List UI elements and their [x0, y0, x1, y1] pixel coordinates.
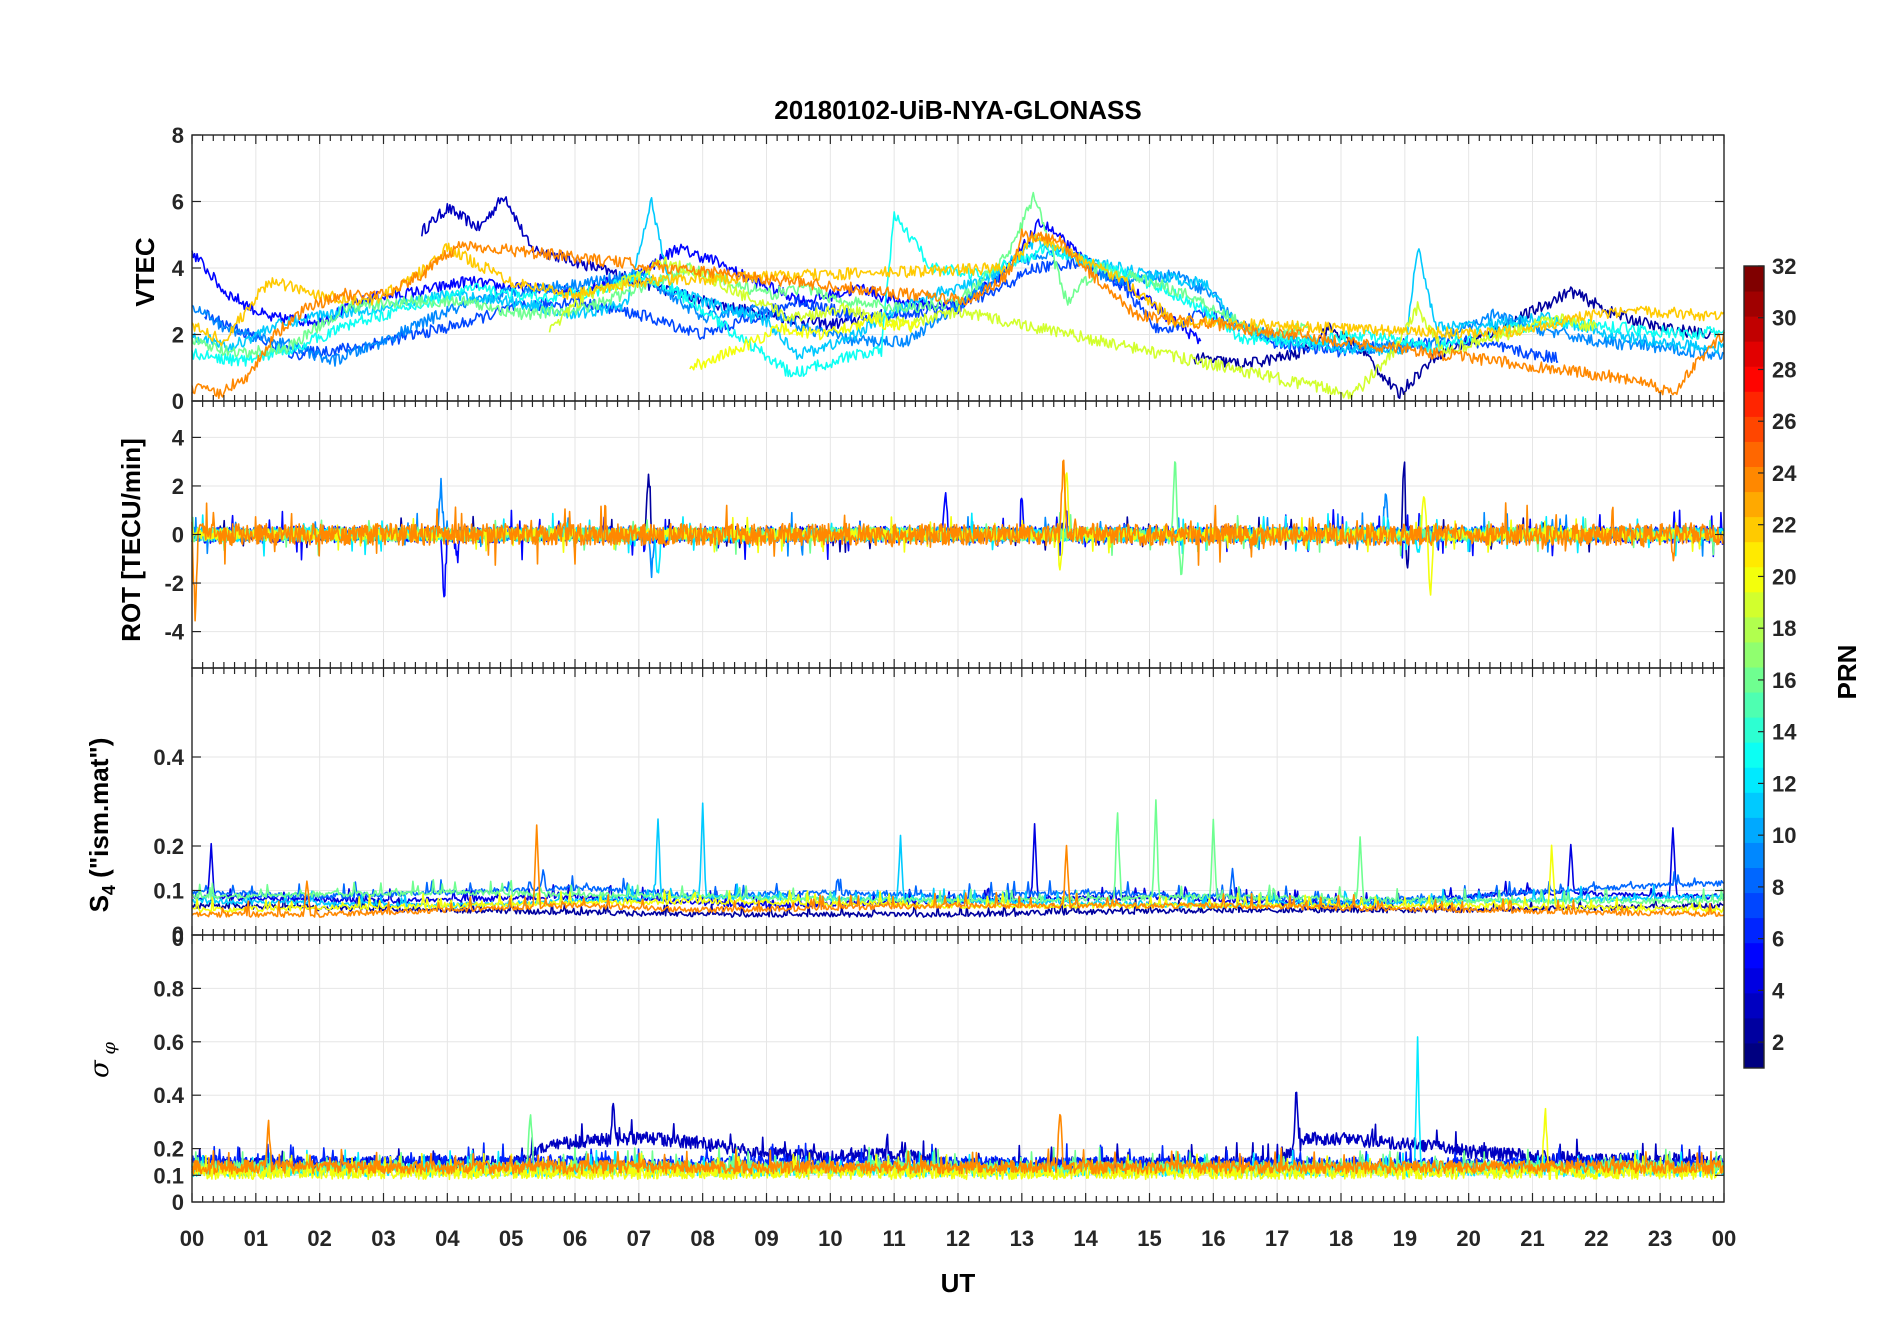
colorbar-band: [1744, 542, 1764, 568]
colorbar-band: [1744, 642, 1764, 668]
y-tick-label: 0.2: [153, 1137, 184, 1162]
y-tick-label: 0: [172, 523, 184, 548]
chart-title: 20180102-UiB-NYA-GLONASS: [774, 95, 1142, 125]
colorbar-tick-label: 28: [1772, 357, 1796, 382]
x-tick-label: 21: [1520, 1226, 1544, 1251]
y-tick-label: 0.1: [153, 879, 184, 904]
x-tick-label: 14: [1073, 1226, 1098, 1251]
colorbar-band: [1744, 291, 1764, 317]
colorbar-tick-label: 30: [1772, 306, 1796, 331]
colorbar-band: [1744, 993, 1764, 1019]
y-tick-label: 4: [172, 425, 185, 450]
y-tick-label: 0.4: [153, 1083, 184, 1108]
colorbar-band: [1744, 592, 1764, 618]
colorbar-band: [1744, 316, 1764, 342]
y-tick-label: 0.1: [153, 1163, 184, 1188]
y-tick-label: -4: [164, 620, 184, 645]
x-tick-label: 22: [1584, 1226, 1608, 1251]
figure: 20180102-UiB-NYA-GLONASS 02468 -4-2024 0…: [0, 0, 1902, 1330]
x-tick-label: 19: [1393, 1226, 1417, 1251]
y-tick-label: 6: [172, 190, 184, 215]
x-tick-label: 03: [371, 1226, 395, 1251]
y-tick-label: 4: [172, 256, 185, 281]
colorbar-band: [1744, 1018, 1764, 1044]
y-tick-label: 0: [172, 1190, 184, 1215]
y-tick-label: -2: [164, 571, 184, 596]
y-tick-label: 0.4: [153, 745, 184, 770]
colorbar-band: [1744, 391, 1764, 417]
y-tick-label: 2: [172, 474, 184, 499]
y-tick-label: 2: [172, 323, 184, 348]
colorbar-band: [1744, 416, 1764, 442]
y-tick-label: 8: [172, 123, 184, 148]
colorbar-band: [1744, 742, 1764, 768]
x-tick-label: 16: [1201, 1226, 1225, 1251]
colorbar-band: [1744, 893, 1764, 919]
colorbar-tick-label: 10: [1772, 823, 1796, 848]
y-tick-label: 0.6: [153, 1030, 184, 1055]
x-tick-label: 07: [627, 1226, 651, 1251]
colorbar-band: [1744, 943, 1764, 969]
x-tick-label: 06: [563, 1226, 587, 1251]
x-tick-label: 04: [435, 1226, 460, 1251]
y-tick-label: 0.2: [153, 834, 184, 859]
colorbar-tick-label: 12: [1772, 771, 1796, 796]
colorbar-band: [1744, 817, 1764, 843]
x-tick-label: 18: [1329, 1226, 1353, 1251]
colorbar-band: [1744, 617, 1764, 643]
colorbar-tick-label: 6: [1772, 927, 1784, 952]
colorbar-band: [1744, 692, 1764, 718]
colorbar-tick-label: 20: [1772, 564, 1796, 589]
x-tick-label: 00: [1712, 1226, 1736, 1251]
colorbar-tick-label: 2: [1772, 1030, 1784, 1055]
colorbar-band: [1744, 467, 1764, 493]
vtec-ylabel: VTEC: [130, 237, 160, 307]
y-tick-label: 0: [172, 922, 184, 947]
x-axis-label: UT: [941, 1268, 976, 1298]
rot-ylabel: ROT [TECU/min]: [116, 438, 146, 642]
colorbar-tick-label: 8: [1772, 875, 1784, 900]
colorbar-tick-label: 22: [1772, 513, 1796, 538]
x-tick-label: 02: [307, 1226, 331, 1251]
x-tick-label: 10: [818, 1226, 842, 1251]
colorbar-tick-label: 18: [1772, 616, 1796, 641]
x-tick-label: 17: [1265, 1226, 1289, 1251]
colorbar-band: [1744, 717, 1764, 743]
x-tick-label: 12: [946, 1226, 970, 1251]
colorbar-tick-label: 26: [1772, 409, 1796, 434]
x-tick-label: 11: [883, 1226, 906, 1251]
colorbar-band: [1744, 767, 1764, 793]
colorbar-band: [1744, 441, 1764, 467]
y-tick-label: 0.8: [153, 976, 184, 1001]
x-tick-label: 20: [1456, 1226, 1480, 1251]
colorbar-tick-label: 14: [1772, 720, 1797, 745]
x-tick-label: 23: [1648, 1226, 1672, 1251]
colorbar-band: [1744, 517, 1764, 543]
colorbar-tick-label: 24: [1772, 461, 1797, 486]
x-tick-label: 15: [1137, 1226, 1161, 1251]
colorbar-band: [1744, 842, 1764, 868]
colorbar-tick-label: 32: [1772, 254, 1796, 279]
colorbar-tick-label: 16: [1772, 668, 1796, 693]
colorbar-band: [1744, 492, 1764, 518]
x-tick-label: 13: [1010, 1226, 1034, 1251]
colorbar-band: [1744, 567, 1764, 593]
colorbar-band: [1744, 341, 1764, 367]
colorbar-band: [1744, 868, 1764, 894]
colorbar-band: [1744, 792, 1764, 818]
colorbar-band: [1744, 366, 1764, 392]
colorbar-label: PRN: [1832, 645, 1862, 700]
colorbar-tick-label: 4: [1772, 978, 1785, 1003]
x-tick-label: 00: [180, 1226, 204, 1251]
x-tick-label: 01: [244, 1226, 268, 1251]
x-tick-label: 08: [690, 1226, 714, 1251]
colorbar-band: [1744, 968, 1764, 994]
y-tick-label: 0: [172, 389, 184, 414]
colorbar-band: [1744, 1043, 1764, 1069]
figure-background: [0, 0, 1902, 1330]
colorbar-band: [1744, 266, 1764, 292]
x-tick-label: 09: [754, 1226, 778, 1251]
x-tick-label: 05: [499, 1226, 523, 1251]
colorbar-band: [1744, 918, 1764, 944]
